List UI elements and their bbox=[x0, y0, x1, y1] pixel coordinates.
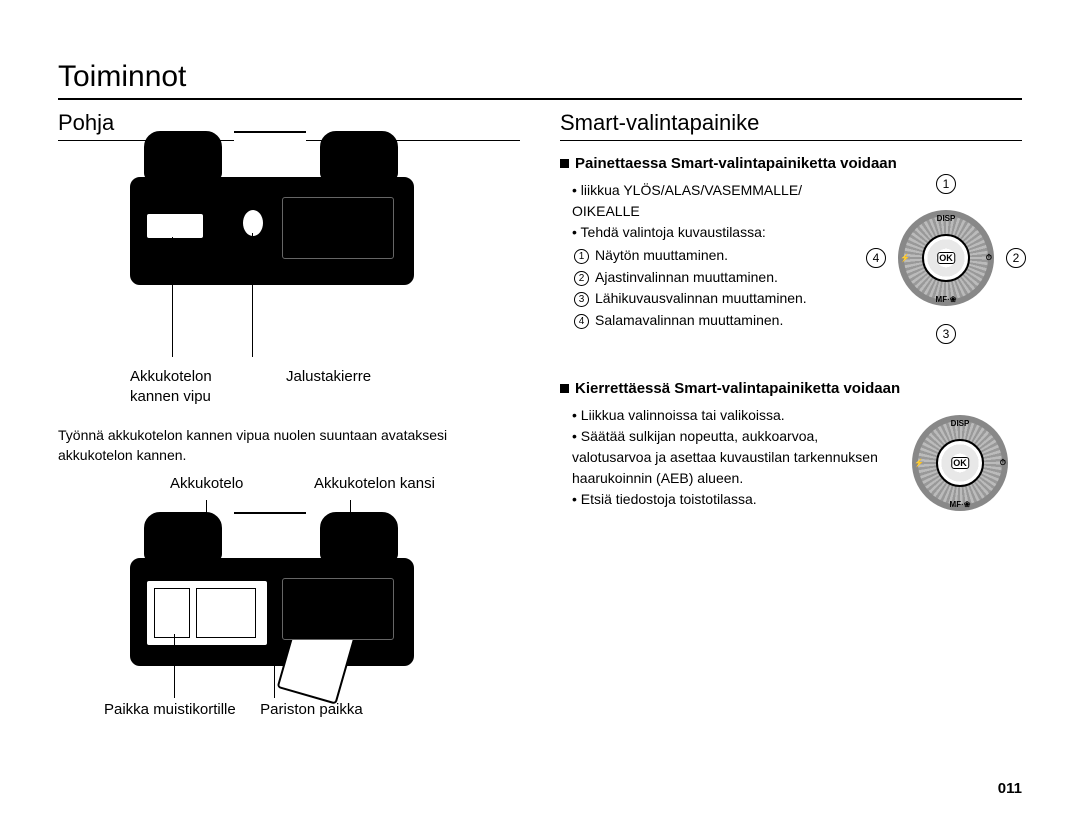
section1-bullets: liikkua YLÖS/ALAS/VASEMMALLE/ OIKEALLE T… bbox=[572, 180, 854, 243]
smart-dial-press: OK DISP MF·❀ ⚡ ⏱ 1 2 3 4 bbox=[872, 174, 1022, 344]
dial2-ok-icon: OK bbox=[951, 457, 969, 469]
dial-timer-icon: ⏱ bbox=[986, 253, 992, 263]
dial-mf-icon: MF·❀ bbox=[936, 295, 957, 304]
section1-title: Painettaessa Smart-valintapainiketta voi… bbox=[560, 155, 1022, 172]
right-heading: Smart-valintapainike bbox=[560, 110, 1022, 136]
left-paragraph: Työnnä akkukotelon kannen vipua nuolen s… bbox=[58, 425, 520, 466]
dial-flash-icon: ⚡ bbox=[900, 254, 910, 263]
dial-num-2: 2 bbox=[1006, 248, 1026, 268]
section1-numbered: Näytön muuttaminen. Ajastinvalinnan muut… bbox=[574, 245, 854, 332]
dial-disp-icon: DISP bbox=[937, 214, 956, 223]
page-number: 011 bbox=[998, 780, 1022, 797]
title-rule bbox=[58, 98, 1022, 100]
dial2-disp-icon: DISP bbox=[951, 419, 970, 428]
dial-num-3: 3 bbox=[936, 324, 956, 344]
fig2-label-a: Akkukotelo bbox=[170, 474, 243, 494]
figure-bottom-open: Paikka muistikortille Pariston paikka bbox=[58, 500, 520, 730]
fig2-label-b: Akkukotelon kansi bbox=[314, 474, 435, 494]
smart-dial-rotate: OK DISP MF·❀ ⚡ ⏱ bbox=[902, 405, 1022, 525]
dial-num-4: 4 bbox=[866, 248, 886, 268]
dial2-flash-icon: ⚡ bbox=[914, 459, 924, 468]
dial-num-1: 1 bbox=[936, 174, 956, 194]
fig2-label-d: Pariston paikka bbox=[260, 701, 363, 718]
section2-bullets: Liikkua valinnoissa tai valikoissa. Säät… bbox=[572, 405, 884, 510]
page-title: Toiminnot bbox=[58, 60, 1022, 94]
dial2-mf-icon: MF·❀ bbox=[950, 500, 971, 509]
dial-ok-icon: OK bbox=[937, 252, 955, 264]
fig1-label-b: Jalustakierre bbox=[286, 367, 371, 406]
section2-title: Kierrettäessä Smart-valintapainiketta vo… bbox=[560, 380, 1022, 397]
right-rule bbox=[560, 140, 1022, 141]
fig1-label-a: Akkukotelon kannen vipu bbox=[130, 367, 240, 406]
figure-bottom-closed: Akkukotelon kannen vipu Jalustakierre bbox=[58, 177, 520, 417]
dial2-timer-icon: ⏱ bbox=[1000, 458, 1006, 468]
fig2-label-c: Paikka muistikortille bbox=[104, 701, 236, 718]
